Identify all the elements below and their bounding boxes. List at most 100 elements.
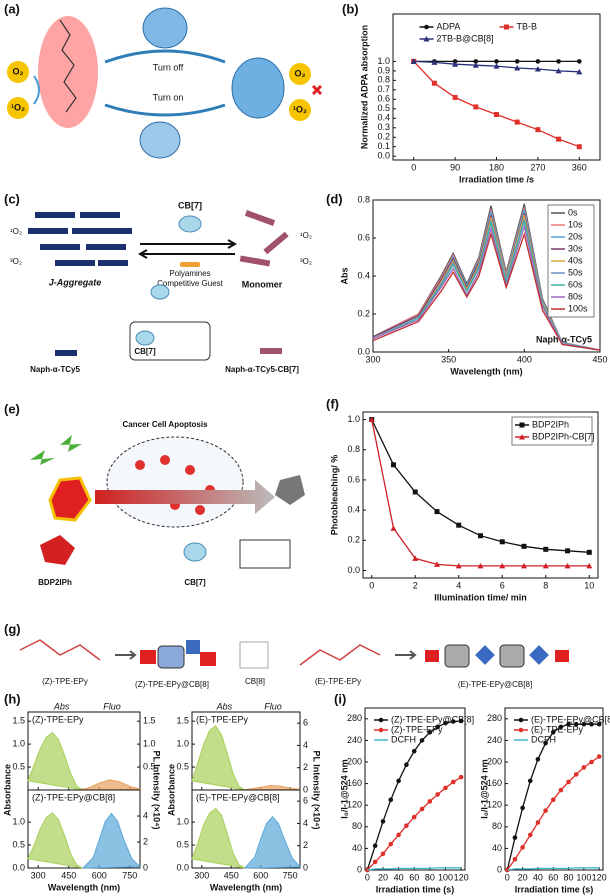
line — [372, 203, 601, 351]
y-tick-label: 0.5 — [176, 761, 189, 771]
marker — [520, 805, 525, 811]
marker — [368, 416, 375, 423]
label: CB[7] — [178, 200, 202, 210]
legend-label: 40s — [568, 255, 583, 265]
legend-marker — [519, 434, 525, 440]
block — [425, 650, 439, 662]
marker — [412, 489, 418, 495]
y2-tick-label: 0.5 — [143, 761, 156, 771]
marker — [433, 561, 440, 567]
x-tick-label: 0 — [365, 872, 370, 882]
legend-label: 10s — [568, 219, 583, 229]
plot-frame — [362, 411, 599, 579]
header: Abs — [53, 701, 70, 711]
cb-barrel — [183, 542, 207, 562]
marker — [477, 562, 484, 569]
y-tick-label: 0.0 — [377, 151, 390, 161]
y-tick-label: 1.5 — [12, 716, 25, 726]
y-tick-label: 1.0 — [347, 414, 360, 424]
marker — [450, 719, 456, 724]
block — [140, 650, 156, 664]
o2-bubble — [7, 61, 29, 83]
x-tick-label: 0 — [505, 872, 510, 882]
marker — [543, 808, 548, 813]
cb-barrel — [157, 645, 185, 669]
monomer — [239, 210, 289, 267]
x-axis-label: Wavelength (nm) — [210, 882, 282, 892]
header: Fluo — [264, 701, 282, 711]
block — [186, 640, 200, 654]
block — [555, 650, 569, 662]
singlet-text: ¹O₂ — [293, 104, 307, 114]
y-tick-label: 120 — [487, 800, 502, 810]
y-tick-label: 0.3 — [377, 122, 390, 132]
y-tick-label: 0.8 — [357, 194, 370, 204]
marker — [542, 562, 549, 569]
marker — [435, 724, 440, 730]
singlet-text: ¹O₂ — [10, 227, 22, 236]
panel-label: (d) — [326, 191, 343, 206]
marker — [556, 136, 562, 142]
label: (Z)-TPE-EPy@CB[8] — [135, 680, 209, 689]
x-tick-label: 600 — [253, 870, 268, 880]
singlet-text: ¹O₂ — [300, 231, 312, 240]
y-axis-label: Abs — [339, 267, 349, 284]
x-tick-label: 350 — [441, 354, 456, 364]
x-axis-label: Wavelength (nm) — [450, 366, 522, 376]
singlet-text: ¹O₂ — [11, 102, 25, 112]
x-axis-label: Wavelength (nm) — [48, 882, 120, 892]
panel-label: (f) — [326, 396, 339, 411]
block — [200, 652, 216, 666]
y-tick-label: 1.0 — [12, 816, 25, 826]
label: (Z)-TPE-EPy — [42, 677, 88, 686]
marker — [514, 119, 520, 125]
y-tick-label: 40 — [352, 843, 362, 853]
triplet-text: ³O₂ — [10, 257, 22, 266]
series-label: (Z)-TPE-EPy — [32, 714, 84, 724]
label: CB[7] — [184, 578, 206, 587]
legend-box — [511, 416, 593, 446]
legend-label: 60s — [568, 279, 583, 289]
molecule — [48, 476, 92, 522]
legend-label: 20s — [568, 231, 583, 241]
cb-barrel — [499, 644, 525, 668]
header: Fluo — [103, 701, 121, 711]
x-tick-label: 450 — [592, 354, 607, 364]
marker — [452, 61, 459, 67]
x-tick-label: 120 — [454, 872, 469, 882]
cloud — [106, 436, 244, 528]
y2-tick-label: 0 — [303, 784, 308, 794]
y-tick-label: 1.5 — [176, 716, 189, 726]
label: CB[8] — [245, 677, 265, 686]
marker — [534, 65, 541, 72]
y-tick-label: 0.2 — [347, 535, 360, 545]
y-tick-label: 0.8 — [377, 75, 390, 85]
line — [367, 867, 462, 871]
marker — [427, 730, 433, 735]
x-tick-label: 300 — [365, 354, 380, 364]
o2-bubble — [289, 99, 311, 121]
marker — [458, 718, 464, 724]
label: (E)-TPE-EPy@CB[8] — [458, 680, 532, 689]
diagram-g: (g) (Z)-TPE-EPy (Z)-TPE-EPy@CB[8] CB[8] … — [4, 621, 569, 689]
y-tick-label: 0.7 — [377, 84, 390, 94]
y2-axis-label: PL Intensity (×10⁴) — [312, 750, 322, 829]
marker — [535, 127, 541, 133]
marker — [455, 562, 462, 569]
marker — [521, 562, 528, 569]
marker — [558, 787, 564, 793]
line — [507, 867, 600, 871]
marker — [556, 59, 561, 64]
o2-bubble — [7, 97, 29, 119]
marker — [380, 851, 386, 857]
y-tick-label: 0.4 — [357, 270, 370, 280]
label: Monomer — [242, 279, 283, 289]
label: Cancer Cell Apoptosis — [122, 420, 208, 429]
x-tick-label: 450 — [224, 870, 239, 880]
marker — [431, 59, 438, 65]
series-label: (E)-TPE-EPy — [196, 714, 249, 724]
marker — [564, 562, 571, 569]
legend-marker — [518, 727, 524, 733]
legend-marker — [378, 717, 384, 723]
y-tick-label: 160 — [347, 778, 362, 788]
